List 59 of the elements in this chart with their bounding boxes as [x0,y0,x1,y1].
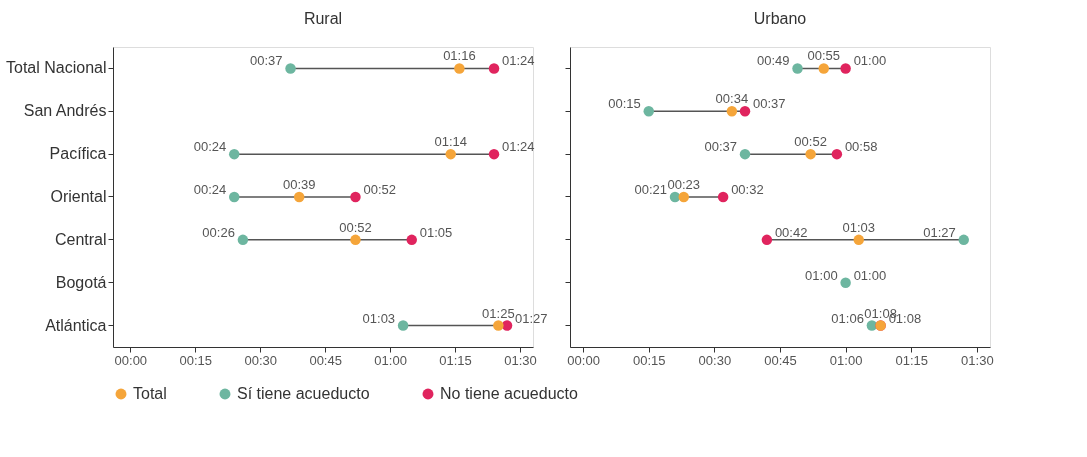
x-tick-label: 00:30 [244,352,277,368]
legend-label: No tiene acueducto [440,385,578,402]
x-tick-label: 00:30 [698,352,732,368]
data-label: 00:52 [339,219,372,235]
data-label: 00:52 [363,182,397,197]
data-label: 00:15 [608,96,641,112]
data-label: 00:24 [193,139,227,155]
y-tick-label: Total Nacional [6,59,107,77]
x-tick-label: 00:15 [632,352,666,368]
data-label: 01:05 [419,224,453,240]
data-label: 01:00 [853,53,887,69]
data-label: 00:23 [667,177,701,192]
data-label: 00:55 [807,48,841,64]
data-label: 01:16 [443,48,476,64]
x-tick-label: 00:00 [114,352,148,368]
annotation: 01:00 [853,267,887,283]
y-tick-label: Atlántica [45,316,107,334]
data-label: 00:37 [249,53,283,69]
y-tick-label: Pacífica [49,145,107,163]
data-label: 00:26 [202,224,235,240]
data-label: 01:24 [502,139,535,155]
data-label: 00:42 [774,224,808,240]
x-tick-label: 01:30 [961,352,994,368]
legend-label: Sí tiene acueducto [237,385,370,402]
data-label: 01:14 [434,134,468,150]
data-label: 00:58 [844,139,878,155]
x-tick-label: 01:15 [895,352,929,368]
data-label: 01:27 [923,224,956,240]
x-tick-label: 00:45 [764,352,797,368]
data-label: 01:06 [831,310,864,326]
chart-title: Rural [303,10,343,27]
chart-title: Urbano [753,10,807,27]
x-tick-label: 01:00 [829,352,863,368]
data-label: 00:37 [753,96,786,112]
x-tick-label: 01:00 [374,352,407,368]
x-tick-label: 00:15 [179,352,213,368]
x-tick-label: 00:00 [567,352,600,368]
y-tick-label: Bogotá [55,273,107,291]
data-label: 00:49 [756,53,790,69]
y-tick-label: Oriental [50,188,107,205]
data-label: 01:03 [362,310,396,326]
x-tick-label: 00:45 [309,352,342,368]
data-label: 00:32 [731,182,764,197]
data-label: 01:00 [805,267,838,283]
data-label: 01:03 [842,219,876,235]
data-label: 01:27 [515,310,548,326]
x-tick-label: 01:30 [504,352,537,368]
y-tick-label: Central [54,230,107,248]
data-label: 00:24 [193,182,227,197]
data-label: 01:24 [502,53,535,69]
data-label: 00:39 [282,177,316,192]
data-label: 00:21 [634,182,667,197]
x-tick-label: 01:15 [439,352,472,368]
data-label: 00:37 [704,139,737,155]
legend-label: Total [133,385,167,402]
data-label: 01:25 [482,305,515,321]
data-label: 00:34 [715,91,749,107]
data-label: 00:52 [794,134,827,150]
y-tick-label: San Andrés [23,102,107,120]
